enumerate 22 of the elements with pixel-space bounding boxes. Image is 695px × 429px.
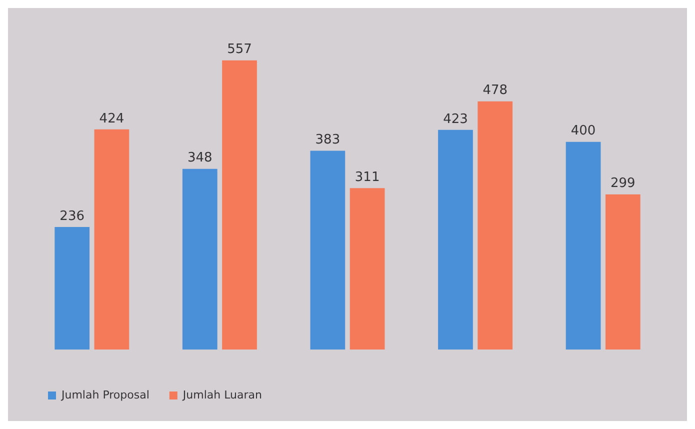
data-label: 478 — [482, 83, 508, 98]
data-label: 236 — [60, 208, 85, 224]
data-label: 383 — [315, 132, 340, 148]
bar — [182, 168, 218, 350]
data-label: 557 — [227, 42, 252, 58]
bar — [310, 150, 346, 350]
bar — [478, 101, 513, 350]
data-label: 400 — [570, 124, 596, 139]
bar — [350, 188, 385, 350]
bar — [605, 194, 640, 350]
legend-label: Jumlah Luaran — [182, 388, 262, 402]
data-label: 311 — [354, 170, 380, 185]
data-label: 423 — [443, 112, 468, 127]
data-label: 424 — [99, 111, 124, 126]
bar — [54, 227, 90, 350]
bar — [222, 60, 257, 350]
legend-label: Jumlah Proposal — [60, 388, 150, 402]
bar — [94, 129, 130, 350]
data-label: 348 — [187, 150, 212, 166]
bar — [566, 142, 601, 350]
data-label: 299 — [610, 176, 636, 192]
bar — [438, 130, 473, 350]
